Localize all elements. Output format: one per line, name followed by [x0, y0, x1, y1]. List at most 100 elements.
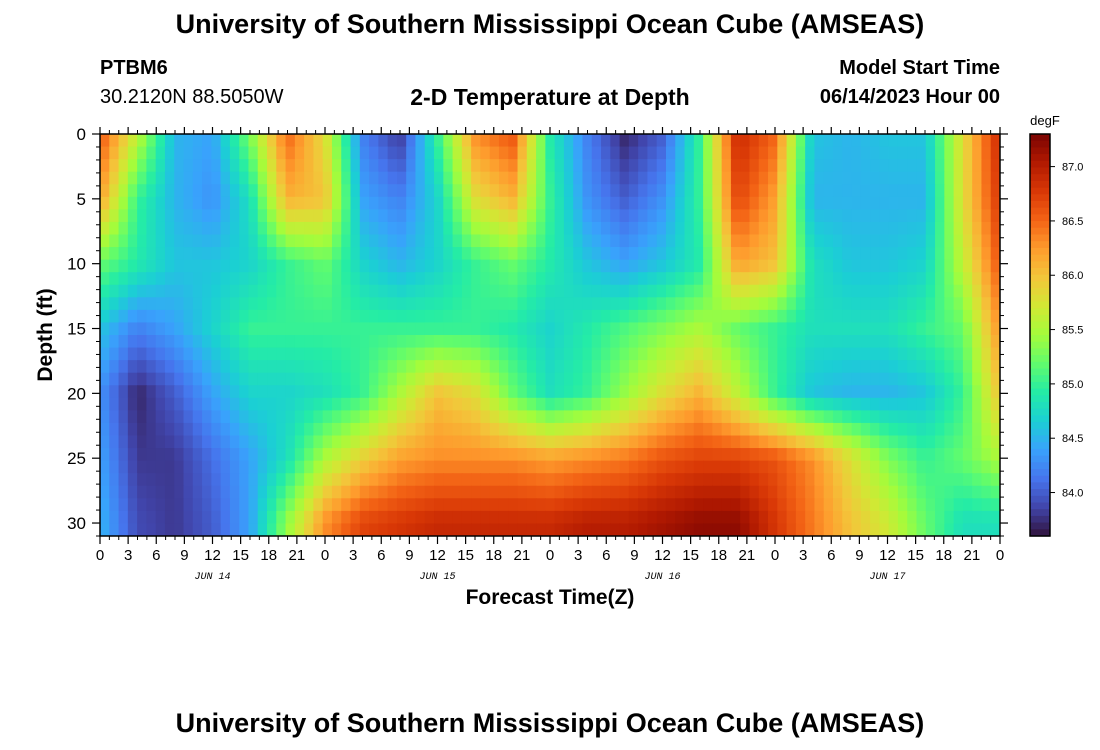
heatmap-cell	[935, 196, 945, 210]
heatmap-cell	[814, 385, 825, 399]
heatmap-cell	[304, 146, 314, 160]
heatmap-cell	[749, 234, 760, 248]
heatmap-cell	[684, 410, 695, 424]
heatmap-cell	[276, 473, 287, 487]
heatmap-cell	[443, 221, 454, 236]
heatmap-cell	[480, 335, 491, 349]
heatmap-cell	[768, 171, 778, 185]
heatmap-cell	[164, 485, 175, 499]
heatmap-cell	[638, 410, 649, 424]
heatmap-cell	[860, 171, 871, 185]
heatmap-cell	[434, 473, 444, 487]
heatmap-cell	[164, 322, 175, 336]
heatmap-cell	[591, 272, 602, 286]
heatmap-cell	[517, 360, 528, 374]
heatmap-cell	[573, 360, 584, 374]
heatmap-cell	[879, 221, 890, 236]
heatmap-cell	[508, 221, 519, 236]
heatmap-cell	[276, 297, 287, 311]
heatmap-cell	[730, 247, 741, 261]
heatmap-cell	[860, 272, 871, 286]
heatmap-cell	[248, 422, 259, 437]
heatmap-cell	[257, 196, 268, 210]
heatmap-cell	[582, 523, 593, 536]
heatmap-cell	[601, 196, 611, 210]
heatmap-cell	[563, 196, 574, 210]
heatmap-cell	[675, 510, 686, 525]
heatmap-cell	[638, 259, 649, 273]
heatmap-cell	[471, 272, 482, 286]
heatmap-cell	[313, 134, 324, 148]
heatmap-cell	[842, 284, 853, 298]
heatmap-cell	[990, 247, 1000, 261]
heatmap-cell	[137, 347, 147, 361]
heatmap-cell	[916, 385, 927, 399]
heatmap-cell	[638, 485, 649, 499]
heatmap-cell	[768, 397, 778, 411]
heatmap-cell	[795, 385, 806, 399]
heatmap-cell	[304, 209, 314, 223]
heatmap-cell	[406, 134, 417, 148]
heatmap-cell	[239, 272, 250, 286]
heatmap-cell	[526, 435, 537, 449]
heatmap-cell	[573, 247, 584, 261]
heatmap-cell	[396, 397, 407, 411]
heatmap-cell	[665, 435, 676, 449]
heatmap-cell	[712, 184, 723, 198]
heatmap-cell	[684, 385, 695, 399]
heatmap-cell	[304, 159, 314, 173]
heatmap-cell	[461, 221, 472, 236]
heatmap-cell	[257, 146, 268, 160]
heatmap-cell	[294, 523, 305, 536]
heatmap-cell	[304, 134, 314, 148]
heatmap-cell	[480, 284, 491, 298]
heatmap-cell	[805, 146, 816, 160]
heatmap-cell	[647, 485, 658, 499]
heatmap-cell	[174, 284, 185, 298]
heatmap-cell	[285, 221, 296, 236]
heatmap-cell	[526, 171, 537, 185]
heatmap-cell	[406, 234, 417, 248]
heatmap-cell	[768, 372, 778, 386]
heatmap-cell	[146, 410, 157, 424]
heatmap-cell	[935, 385, 945, 399]
heatmap-cell	[935, 397, 945, 411]
heatmap-cell	[879, 196, 890, 210]
heatmap-cell	[591, 196, 602, 210]
heatmap-cell	[155, 159, 166, 173]
heatmap-cell	[554, 523, 565, 536]
heatmap-cell	[211, 297, 222, 311]
heatmap-cell	[916, 146, 927, 160]
heatmap-cell	[647, 247, 658, 261]
heatmap-cell	[536, 234, 546, 248]
heatmap-cell	[907, 297, 918, 311]
heatmap-cell	[563, 284, 574, 298]
heatmap-cell	[137, 385, 147, 399]
x-tick-label: 9	[630, 547, 638, 564]
heatmap-cell	[944, 272, 955, 286]
heatmap-cell	[749, 221, 760, 236]
heatmap-cell	[304, 448, 314, 462]
heatmap-cell	[591, 372, 602, 386]
heatmap-cell	[517, 422, 528, 437]
heatmap-cell	[647, 523, 658, 536]
heatmap-cell	[730, 297, 741, 311]
heatmap-cell	[758, 322, 769, 336]
heatmap-cell	[508, 184, 519, 198]
heatmap-cell	[257, 422, 268, 437]
heatmap-cell	[545, 309, 556, 324]
heatmap-cell	[851, 385, 862, 399]
heatmap-cell	[239, 234, 250, 248]
heatmap-cell	[359, 410, 370, 424]
heatmap-cell	[118, 510, 129, 525]
heatmap-cell	[137, 523, 147, 536]
heatmap-cell	[721, 335, 732, 349]
heatmap-cell	[396, 159, 407, 173]
heatmap-cell	[870, 372, 880, 386]
heatmap-cell	[777, 435, 788, 449]
heatmap-cell	[285, 422, 296, 437]
heatmap-cell	[656, 410, 667, 424]
heatmap-cell	[935, 448, 945, 462]
heatmap-cell	[396, 422, 407, 437]
heatmap-cell	[935, 247, 945, 261]
